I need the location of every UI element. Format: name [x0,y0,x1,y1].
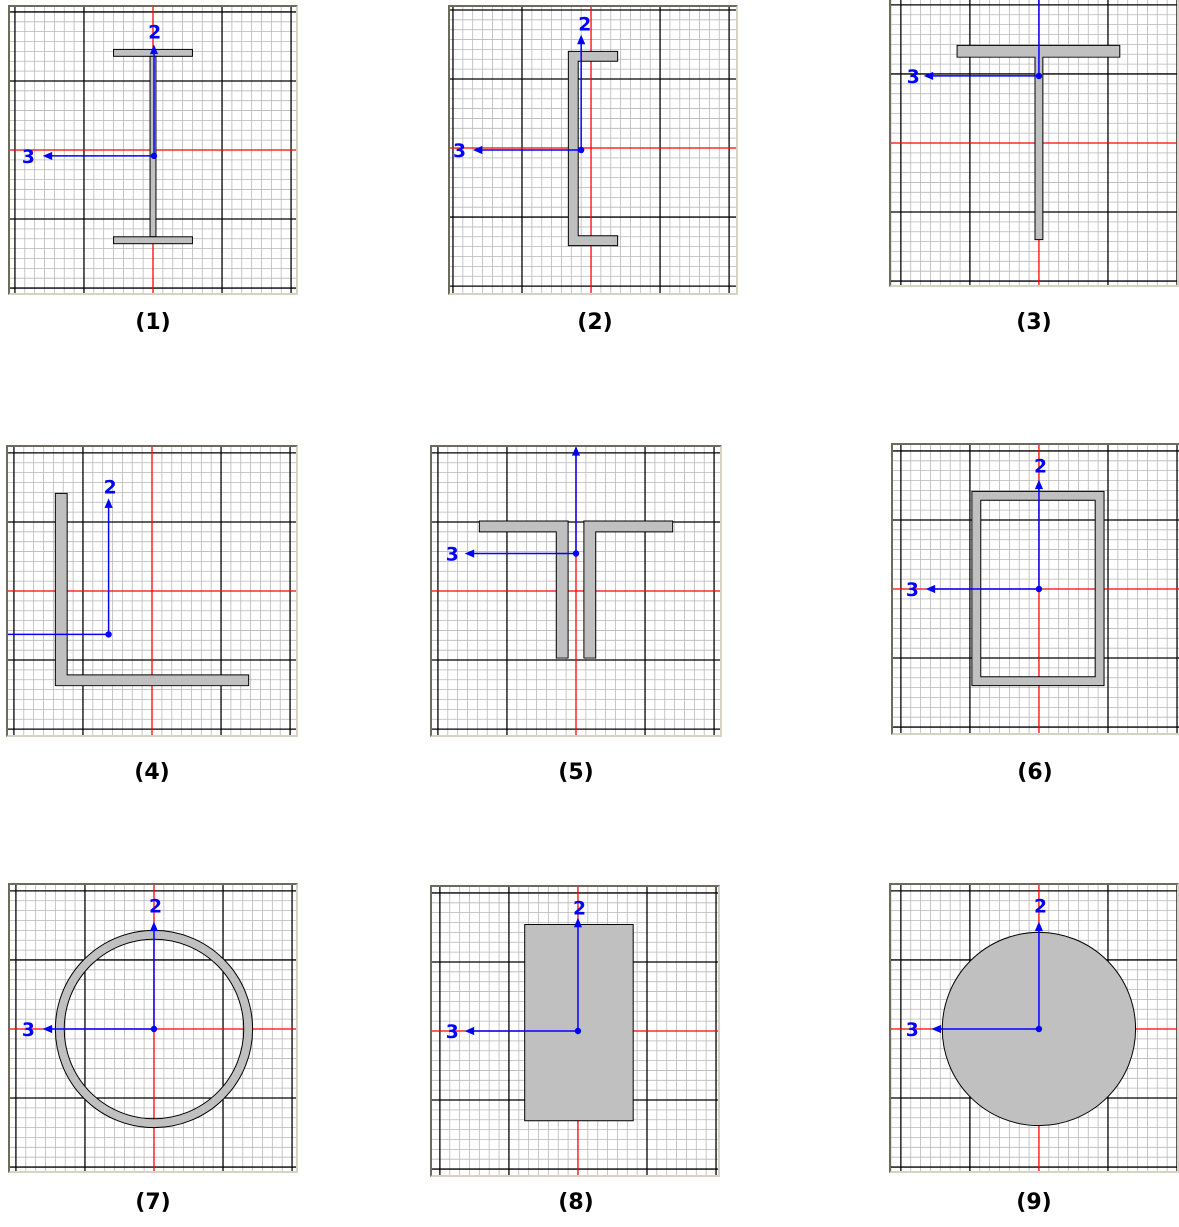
axis-3-label: 3 [906,580,919,601]
double-angle-section-shape [478,520,674,659]
axis-2-label: 2 [578,15,591,36]
axis-2-label: 2 [1034,457,1047,478]
section-panel-3: 3 [889,0,1179,287]
local-axes [923,0,1043,81]
grid [891,0,1177,285]
section-panel-8: 2 3 [430,885,720,1177]
section-diagram-5: 3 [432,447,720,735]
figure-caption-5: (5) [558,760,594,785]
section-diagram-8: 2 3 [432,887,718,1175]
local-axes [42,44,159,160]
grid [8,447,296,735]
box-section-shape [971,490,1105,687]
section-diagram-3: 3 [891,0,1177,285]
section-diagram-1: 2 3 [10,7,296,293]
section-panel-4: 2 [6,445,298,737]
section-diagram-7: 2 3 [10,885,296,1171]
rectangular-section-shape [524,923,634,1122]
axis-3-label: 3 [446,544,459,565]
figure-caption-3: (3) [1016,310,1052,335]
local-axes [42,921,159,1034]
local-axes [925,479,1044,594]
axis-3-label: 3 [22,147,35,168]
section-panel-7: 2 3 [8,883,298,1173]
axis-2-label: 2 [148,23,161,44]
axis-3-label: 3 [453,141,466,162]
local-axes [931,921,1044,1034]
axis-2-label: 2 [573,899,586,920]
axis-2-label: 2 [1034,897,1047,918]
channel-section-shape [567,50,619,247]
angle-section-shape [54,492,250,687]
figure-caption-9: (9) [1016,1190,1052,1215]
local-axes [464,447,581,558]
axis-3-label: 3 [446,1022,459,1043]
axis-2-label: 2 [104,477,117,498]
section-panel-2: 2 3 [448,5,738,295]
local-axes [464,917,583,1036]
figure-caption-1: (1) [135,310,171,335]
axis-2-label: 2 [149,897,162,918]
section-diagram-4: 2 [8,447,296,735]
local-axes [472,34,586,155]
axis-3-label: 3 [906,1020,919,1041]
figure-caption-4: (4) [134,760,170,785]
tee-section-shape [956,44,1121,241]
figure-caption-6: (6) [1017,760,1053,785]
figure-caption-7: (7) [135,1190,171,1215]
local-axes [8,498,113,638]
section-panel-5: 3 [430,445,722,737]
section-panel-9: 2 3 [889,883,1179,1173]
section-panel-1: 2 3 [8,5,298,295]
figure-caption-2: (2) [577,310,613,335]
section-panel-6: 2 3 [891,443,1179,735]
section-diagram-9: 2 3 [891,885,1177,1171]
axis-3-label: 3 [907,67,920,88]
axis-3-label: 3 [22,1020,35,1041]
section-diagram-6: 2 3 [893,445,1179,733]
section-diagram-2: 2 3 [450,7,736,293]
figure-caption-8: (8) [558,1190,594,1215]
i-section-shape [113,48,193,245]
